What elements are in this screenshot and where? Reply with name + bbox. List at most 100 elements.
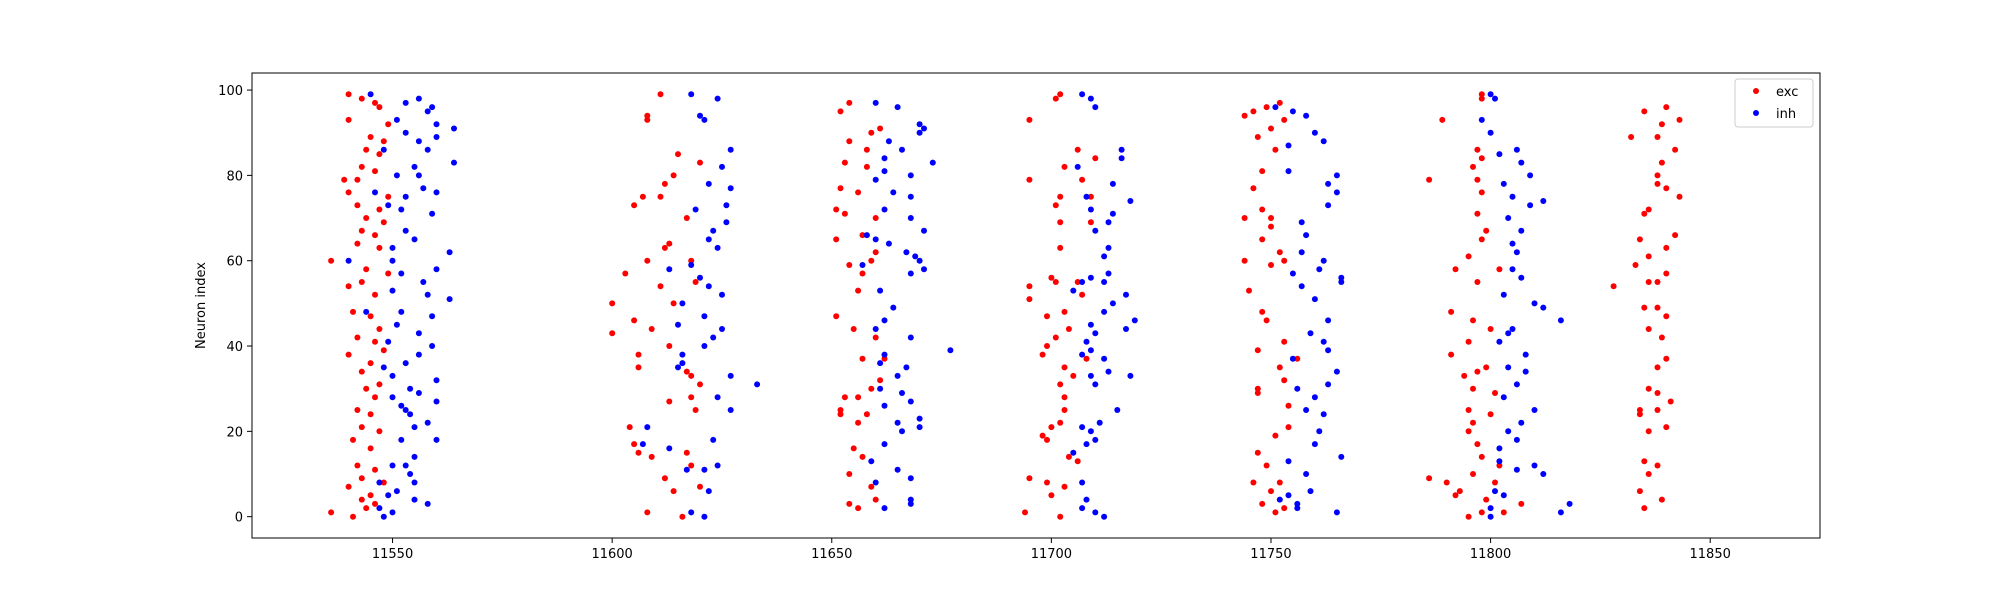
spike-point-exc — [1250, 185, 1257, 192]
spike-point-inh — [398, 206, 405, 213]
y-axis: 0 20 40 60 80 100 — [218, 84, 252, 526]
spike-point-inh — [393, 488, 400, 495]
spike-point-inh — [907, 334, 914, 341]
spike-point-inh — [1109, 300, 1116, 307]
spike-point-exc — [1026, 176, 1033, 183]
spike-point-inh — [1272, 104, 1279, 111]
spike-point-inh — [639, 441, 646, 448]
spike-point-inh — [385, 202, 392, 209]
spike-point-inh — [429, 210, 436, 217]
spike-point-inh — [1289, 355, 1296, 362]
spike-point-inh — [1079, 424, 1086, 431]
spike-point-inh — [1333, 189, 1340, 196]
spike-point-inh — [1109, 180, 1116, 187]
spike-point-inh — [446, 296, 453, 303]
spike-point-exc — [1061, 483, 1068, 490]
spike-point-inh — [1307, 330, 1314, 337]
spike-point-exc — [1672, 146, 1679, 153]
spike-point-exc — [622, 270, 629, 277]
spike-point-inh — [1070, 287, 1077, 294]
spike-point-inh — [1289, 108, 1296, 115]
spike-point-exc — [380, 347, 387, 354]
spike-point-inh — [907, 193, 914, 200]
spike-point-exc — [609, 300, 616, 307]
spike-point-inh — [1083, 338, 1090, 345]
spike-point-inh — [872, 326, 879, 332]
spike-point-inh — [1101, 355, 1108, 362]
spike-point-exc — [358, 227, 365, 234]
spike-point-exc — [1636, 411, 1643, 418]
spike-point-inh — [881, 155, 888, 162]
spike-point-inh — [1522, 351, 1529, 358]
spike-point-exc — [1426, 176, 1433, 183]
spike-point-inh — [1496, 338, 1503, 345]
spike-point-inh — [1074, 163, 1081, 170]
spike-point-exc — [363, 146, 370, 153]
spike-point-exc — [350, 436, 356, 443]
spike-point-inh — [727, 146, 734, 153]
spike-point-exc — [358, 368, 365, 375]
spike-point-exc — [1272, 509, 1279, 516]
spike-point-exc — [1052, 202, 1059, 209]
spike-point-exc — [1645, 326, 1652, 332]
spike-point-inh — [1092, 509, 1099, 516]
spike-point-inh — [389, 462, 396, 469]
spike-point-exc — [345, 116, 352, 123]
spike-point-exc — [609, 330, 616, 337]
spike-point-inh — [1289, 270, 1296, 277]
spike-point-inh — [907, 270, 914, 277]
spike-point-exc — [1061, 163, 1068, 170]
spike-point-inh — [1518, 227, 1525, 234]
spike-point-inh — [1513, 249, 1520, 256]
spike-point-exc — [1658, 496, 1665, 503]
spike-point-inh — [1285, 492, 1292, 499]
spike-point-exc — [376, 428, 383, 435]
spike-point-inh — [393, 116, 400, 123]
spike-point-exc — [877, 125, 884, 132]
spike-point-exc — [363, 266, 370, 273]
spike-point-exc — [1654, 304, 1661, 311]
spike-point-exc — [1654, 279, 1661, 285]
spike-point-exc — [868, 483, 875, 490]
spike-point-inh — [679, 351, 686, 358]
spike-point-exc — [688, 257, 695, 264]
spike-point-exc — [631, 202, 638, 209]
spike-point-inh — [1320, 257, 1327, 264]
spike-point-inh — [1083, 441, 1090, 448]
spike-point-exc — [850, 445, 857, 452]
spike-point-exc — [1026, 296, 1033, 303]
spike-point-inh — [376, 505, 383, 512]
spike-point-inh — [701, 513, 708, 520]
spike-point-inh — [719, 291, 725, 298]
data-points — [328, 91, 1683, 520]
spike-point-inh — [1087, 428, 1094, 435]
y-tick-label: 0 — [235, 511, 243, 526]
spike-point-inh — [1487, 91, 1494, 98]
spike-point-exc — [1268, 488, 1274, 495]
spike-point-exc — [1048, 492, 1055, 499]
spike-point-inh — [1325, 317, 1332, 324]
spike-point-exc — [1483, 227, 1490, 234]
spike-point-inh — [451, 125, 457, 132]
spike-point-exc — [1272, 432, 1279, 439]
spike-point-exc — [631, 317, 638, 324]
spike-point-inh — [429, 104, 436, 111]
spike-point-exc — [354, 407, 361, 413]
spike-point-inh — [1496, 445, 1503, 452]
spike-point-inh — [1522, 368, 1529, 375]
spike-point-exc — [1254, 449, 1261, 456]
spike-point-inh — [1294, 385, 1301, 392]
spike-point-exc — [661, 475, 668, 482]
spike-point-inh — [1316, 428, 1323, 435]
spike-point-inh — [872, 176, 879, 183]
spike-point-inh — [1566, 500, 1573, 507]
x-tick-label: 11850 — [1690, 547, 1731, 562]
spike-point-exc — [1048, 274, 1055, 281]
spike-point-exc — [635, 351, 642, 358]
spike-point-inh — [1114, 407, 1121, 413]
spike-point-inh — [881, 351, 888, 358]
spike-point-exc — [1057, 219, 1064, 226]
spike-point-exc — [859, 355, 866, 362]
spike-point-inh — [710, 436, 717, 443]
spike-point-exc — [837, 407, 844, 413]
